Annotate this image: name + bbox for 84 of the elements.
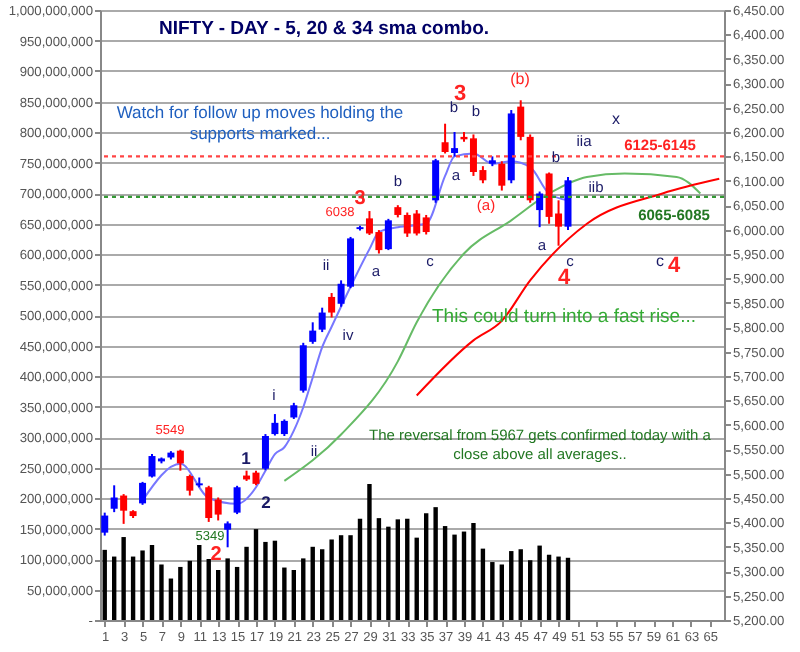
bar xyxy=(414,537,419,620)
bar xyxy=(490,562,495,620)
annotation: 1 xyxy=(241,448,252,468)
annotation: 2 xyxy=(210,544,223,566)
annotation: 2 xyxy=(261,492,272,512)
candlestick xyxy=(432,157,440,204)
line-series xyxy=(415,177,721,397)
bar xyxy=(518,549,523,620)
bar xyxy=(130,556,136,620)
bar xyxy=(121,537,126,620)
bar xyxy=(480,548,486,620)
bar xyxy=(215,569,221,620)
bar xyxy=(348,535,353,620)
bar xyxy=(556,556,561,620)
annotation: 4 xyxy=(557,266,572,290)
bar xyxy=(244,546,249,620)
candlestick xyxy=(384,217,392,252)
bar xyxy=(149,544,155,620)
bar xyxy=(178,566,183,620)
bar xyxy=(386,526,391,620)
bar xyxy=(319,549,325,620)
candlestick xyxy=(186,473,194,497)
candlestick xyxy=(318,306,326,334)
bar xyxy=(310,546,315,620)
annotation: Watch for follow up moves holding the supports marked... xyxy=(116,102,404,143)
bar xyxy=(111,556,117,620)
candlestick xyxy=(224,520,232,549)
candlestick xyxy=(176,448,184,472)
bar xyxy=(452,534,457,620)
bar xyxy=(187,560,193,620)
annotation: 3 xyxy=(354,188,367,210)
bar xyxy=(140,550,145,620)
bar xyxy=(102,549,107,620)
candlestick xyxy=(328,292,336,319)
candlestick xyxy=(120,493,128,525)
bar xyxy=(423,513,429,620)
bar xyxy=(272,540,278,620)
candlestick xyxy=(309,321,317,345)
bar xyxy=(168,578,174,620)
candlestick xyxy=(564,175,572,232)
bar xyxy=(282,567,287,620)
bar xyxy=(461,531,467,620)
candlestick xyxy=(451,131,459,158)
bar xyxy=(357,518,363,620)
bar xyxy=(263,541,268,620)
bar xyxy=(509,551,514,620)
bar xyxy=(367,483,372,620)
bar xyxy=(376,518,382,620)
annotation: x xyxy=(612,110,620,128)
bar xyxy=(234,566,240,620)
candlestick xyxy=(110,484,118,514)
bar xyxy=(546,554,552,620)
bar xyxy=(565,557,571,620)
bar xyxy=(442,526,448,620)
candlestick xyxy=(517,99,525,142)
bar xyxy=(291,569,297,620)
candlestick xyxy=(441,122,449,155)
bar xyxy=(527,560,533,620)
annotation: c xyxy=(656,252,664,270)
candlestick xyxy=(498,160,506,192)
candlestick xyxy=(101,511,109,537)
bar xyxy=(433,507,438,620)
bar xyxy=(405,518,410,620)
bar xyxy=(471,523,476,620)
candlestick xyxy=(299,341,307,394)
candlestick xyxy=(261,433,269,472)
annotation: 4 xyxy=(667,254,682,278)
annotation: (b) xyxy=(510,70,531,88)
bar xyxy=(395,519,401,620)
annotation: 3 xyxy=(453,82,467,106)
chart-title: NIFTY - DAY - 5, 20 & 34 sma combo. xyxy=(158,18,490,40)
bar xyxy=(537,545,542,620)
bar xyxy=(499,564,505,620)
bar xyxy=(253,529,259,620)
candlestick xyxy=(233,484,241,516)
bar xyxy=(197,544,202,620)
bar xyxy=(159,564,164,620)
bar xyxy=(338,535,344,620)
bar xyxy=(206,559,211,620)
candlestick xyxy=(536,190,544,229)
bar xyxy=(225,558,230,620)
bar xyxy=(329,539,334,620)
bar xyxy=(301,558,306,620)
candlestick xyxy=(139,480,147,506)
